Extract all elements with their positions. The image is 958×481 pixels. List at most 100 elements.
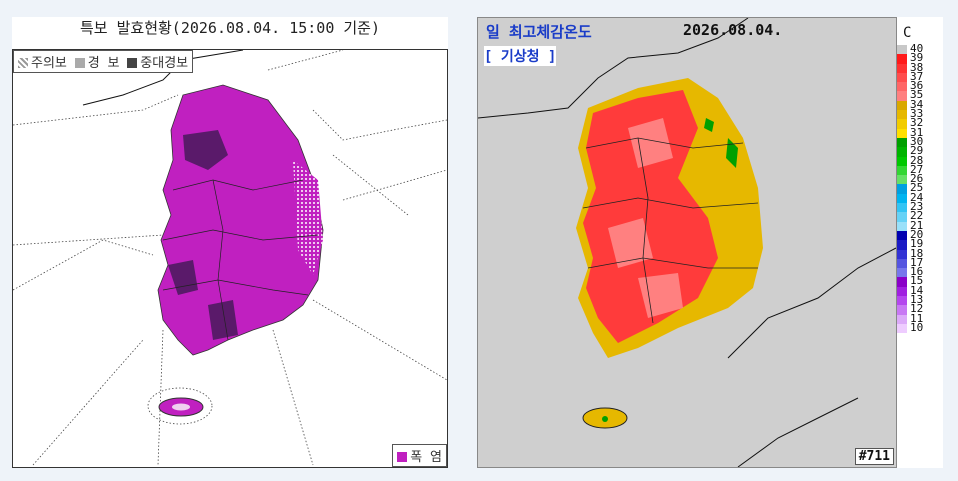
temp-color-scale: 40 39 38 37 36 35 34 33 32 31 30 29 28 27 26 25 24 23 22 21… bbox=[897, 42, 941, 334]
scale-label: 35 bbox=[910, 88, 924, 102]
warning-status-panel: 특보 발효현황(2026.08.04. 15:00 기준) bbox=[12, 17, 448, 468]
scale-swatch bbox=[897, 286, 907, 297]
scale-label: 34 bbox=[910, 97, 924, 111]
scale-step: 23 bbox=[897, 200, 941, 214]
temp-map-date: 2026.08.04. bbox=[683, 21, 783, 39]
scale-swatch bbox=[897, 277, 907, 287]
source-label: [ 기상청 ] bbox=[484, 46, 557, 66]
scale-step: 12 bbox=[897, 302, 941, 316]
scale-step: 18 bbox=[897, 246, 941, 260]
scale-label: 13 bbox=[910, 293, 924, 307]
scale-step: 21 bbox=[897, 218, 941, 232]
legend-advisory: 주의보 bbox=[18, 56, 67, 71]
scale-swatch bbox=[897, 296, 907, 306]
scale-label: 38 bbox=[910, 60, 924, 74]
scale-step: 14 bbox=[897, 283, 941, 297]
scale-swatch bbox=[897, 175, 907, 185]
scale-label: 21 bbox=[910, 218, 924, 232]
scale-label: 29 bbox=[910, 144, 924, 158]
scale-swatch bbox=[897, 147, 907, 157]
scale-step: 28 bbox=[897, 153, 941, 167]
scale-swatch bbox=[897, 240, 907, 250]
scale-swatch bbox=[897, 193, 907, 204]
scale-step: 24 bbox=[897, 190, 941, 204]
legend-warning: 경 보 bbox=[74, 56, 119, 71]
scale-step: 20 bbox=[897, 228, 941, 240]
warning-map: 주의보 경 보 중대경보 폭 염 bbox=[12, 49, 448, 468]
scale-step: 38 bbox=[897, 60, 941, 74]
scale-swatch bbox=[897, 249, 907, 259]
scale-step: 39 bbox=[897, 51, 941, 65]
temp-unit: C bbox=[903, 25, 912, 41]
scale-label: 17 bbox=[910, 255, 924, 269]
hazard-legend: 폭 염 bbox=[392, 444, 447, 467]
scale-label: 40 bbox=[910, 42, 924, 55]
warning-level-legend: 주의보 경 보 중대경보 bbox=[13, 50, 194, 73]
scale-swatch bbox=[897, 45, 907, 55]
scale-step: 10 bbox=[897, 320, 941, 334]
legend-severe-warning: 중대경보 bbox=[127, 56, 188, 71]
scale-swatch bbox=[897, 258, 907, 269]
feels-like-temp-panel: 일 최고체감온도 2026.08.04. [ 기상청 ] #711 C 40 39… bbox=[477, 17, 943, 468]
scale-swatch bbox=[897, 72, 907, 83]
scale-label: 10 bbox=[910, 320, 924, 334]
scale-swatch bbox=[897, 63, 907, 73]
scale-label: 27 bbox=[910, 162, 924, 176]
scale-step: 36 bbox=[897, 79, 941, 93]
japan-coastline bbox=[727, 247, 896, 359]
scale-step: 27 bbox=[897, 162, 941, 176]
scale-label: 24 bbox=[910, 190, 924, 204]
scale-label: 28 bbox=[910, 153, 924, 167]
scale-step: 16 bbox=[897, 266, 941, 278]
scale-swatch bbox=[897, 82, 907, 92]
scale-step: 34 bbox=[897, 97, 941, 111]
scale-swatch bbox=[897, 119, 907, 129]
scale-label: 36 bbox=[910, 79, 924, 93]
scale-swatch bbox=[897, 323, 907, 334]
scale-label: 22 bbox=[910, 209, 924, 223]
warning-map-svg bbox=[13, 50, 447, 466]
scale-label: 23 bbox=[910, 200, 924, 214]
scale-swatch bbox=[897, 156, 907, 166]
scale-swatch bbox=[897, 100, 907, 111]
scale-step: 22 bbox=[897, 209, 941, 223]
scale-swatch bbox=[897, 221, 907, 231]
scale-label: 19 bbox=[910, 237, 924, 251]
scale-swatch bbox=[897, 314, 907, 324]
temp-green-patches bbox=[704, 118, 738, 168]
scale-step: 32 bbox=[897, 117, 941, 129]
scale-swatch bbox=[897, 137, 907, 148]
scale-step: 29 bbox=[897, 144, 941, 158]
scale-label: 25 bbox=[910, 181, 924, 195]
scale-label: 18 bbox=[910, 246, 924, 260]
temp-map: 일 최고체감온도 2026.08.04. [ 기상청 ] #711 bbox=[477, 17, 897, 468]
peninsula-temp-red bbox=[583, 90, 718, 343]
scale-label: 12 bbox=[910, 302, 924, 316]
temp-pink-patches bbox=[608, 118, 683, 318]
province-borders bbox=[582, 137, 759, 324]
scale-label: 11 bbox=[910, 311, 924, 325]
scale-step: 11 bbox=[897, 311, 941, 325]
scale-label: 33 bbox=[910, 107, 924, 121]
temp-map-title: 일 최고체감온도 bbox=[486, 23, 592, 41]
scale-step: 40 bbox=[897, 42, 941, 55]
scale-label: 14 bbox=[910, 283, 924, 297]
scale-label: 39 bbox=[910, 51, 924, 65]
scale-step: 26 bbox=[897, 172, 941, 186]
scale-step: 35 bbox=[897, 88, 941, 102]
scale-swatch bbox=[897, 110, 907, 120]
scale-step: 37 bbox=[897, 69, 941, 83]
hazard-legend-label: 폭 염 bbox=[410, 450, 442, 465]
north-coastline bbox=[478, 18, 749, 119]
scale-label: 37 bbox=[910, 69, 924, 83]
scale-step: 25 bbox=[897, 181, 941, 195]
scale-label: 26 bbox=[910, 172, 924, 186]
scale-swatch bbox=[897, 268, 907, 278]
scale-swatch bbox=[897, 128, 907, 138]
scale-step: 30 bbox=[897, 135, 941, 148]
scale-step: 13 bbox=[897, 293, 941, 307]
scale-step: 15 bbox=[897, 275, 941, 287]
scale-step: 19 bbox=[897, 237, 941, 251]
sea-zone-lines bbox=[13, 50, 447, 466]
scale-swatch bbox=[897, 184, 907, 194]
